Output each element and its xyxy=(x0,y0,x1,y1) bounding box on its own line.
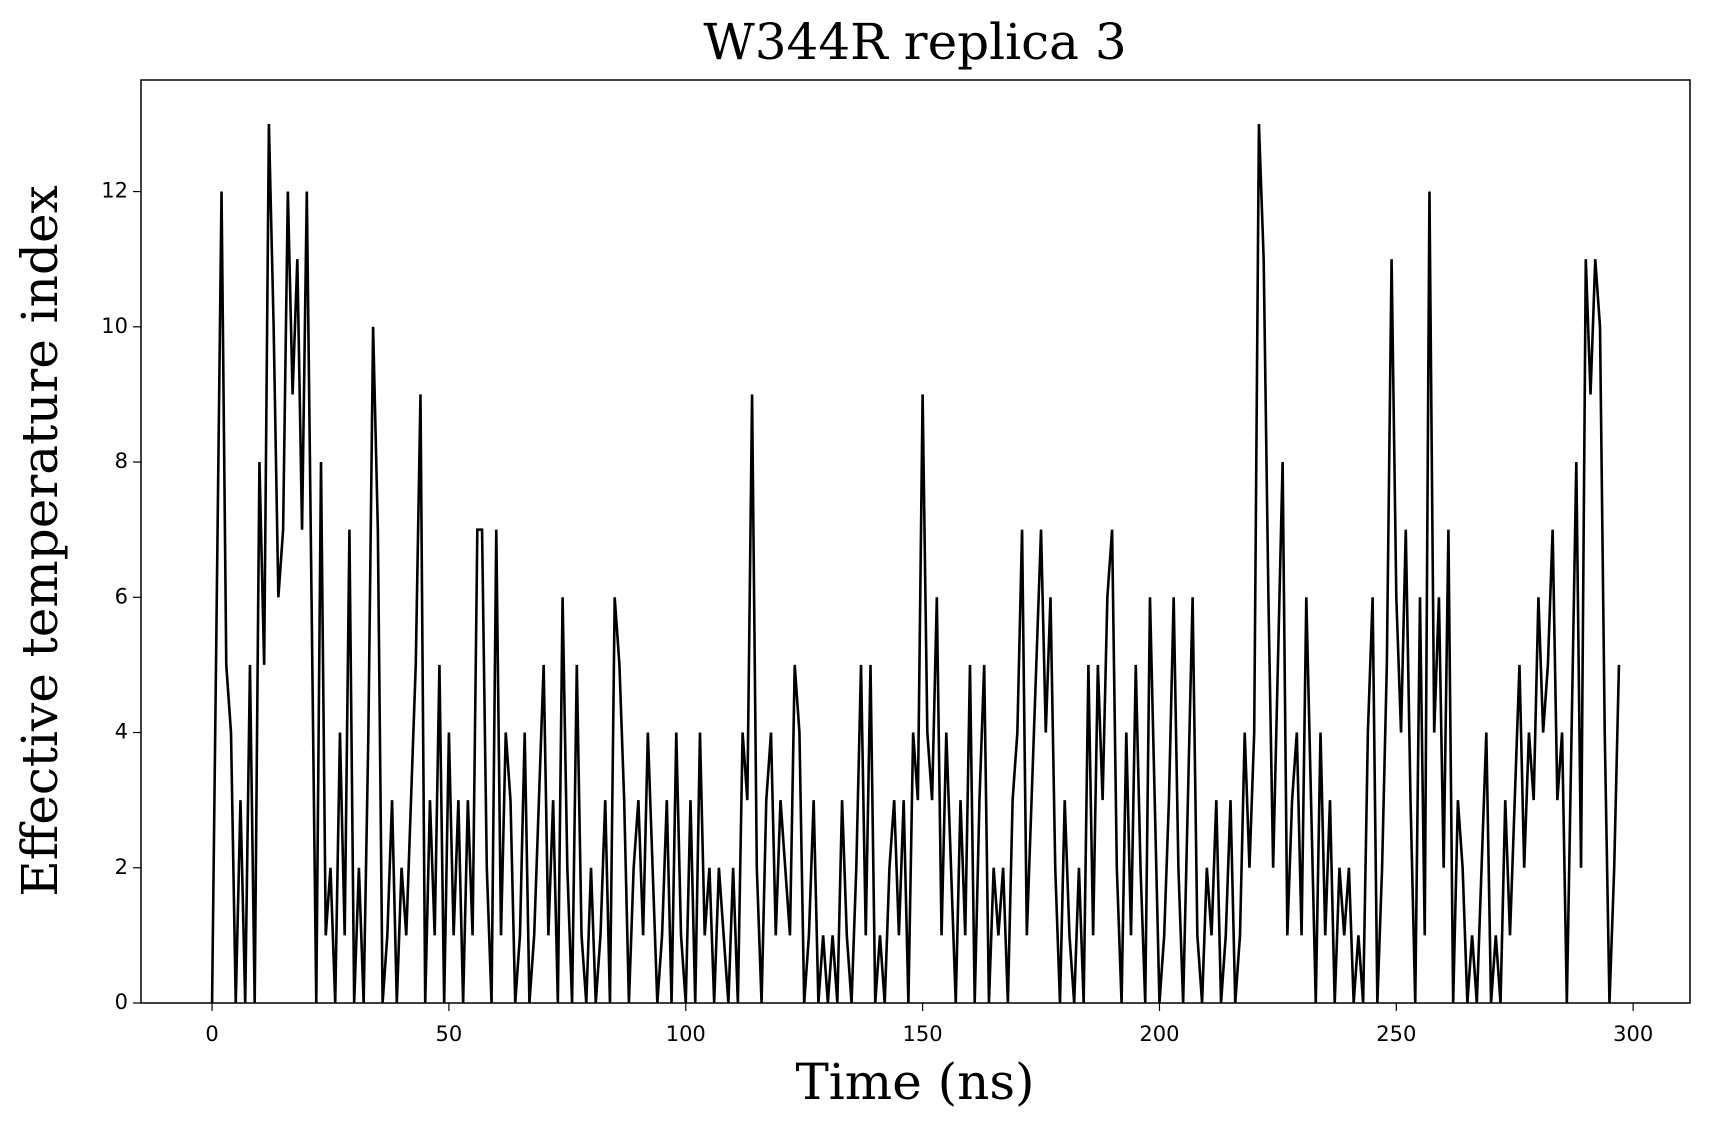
x-axis-label: Time (ns) xyxy=(795,1053,1034,1111)
x-tick-label: 150 xyxy=(903,1022,943,1046)
y-tick-label: 4 xyxy=(115,720,128,744)
y-axis-label: Effective temperature index xyxy=(11,185,69,897)
x-tick-label: 100 xyxy=(666,1022,706,1046)
y-tick-label: 12 xyxy=(101,179,128,203)
y-tick-label: 8 xyxy=(115,449,128,473)
y-tick-label: 6 xyxy=(115,584,128,608)
plot-frame xyxy=(140,79,1691,1004)
x-tick-label: 250 xyxy=(1376,1022,1416,1046)
x-tick-label: 300 xyxy=(1613,1022,1653,1046)
y-tick-label: 0 xyxy=(115,990,128,1014)
y-tick-label: 2 xyxy=(115,855,128,879)
x-tick-label: 200 xyxy=(1139,1022,1179,1046)
x-tick-label: 0 xyxy=(205,1022,218,1046)
chart-title: W344R replica 3 xyxy=(703,13,1126,71)
data-line xyxy=(210,123,1621,1004)
x-tick-label: 50 xyxy=(436,1022,463,1046)
y-tick-label: 10 xyxy=(101,314,128,338)
